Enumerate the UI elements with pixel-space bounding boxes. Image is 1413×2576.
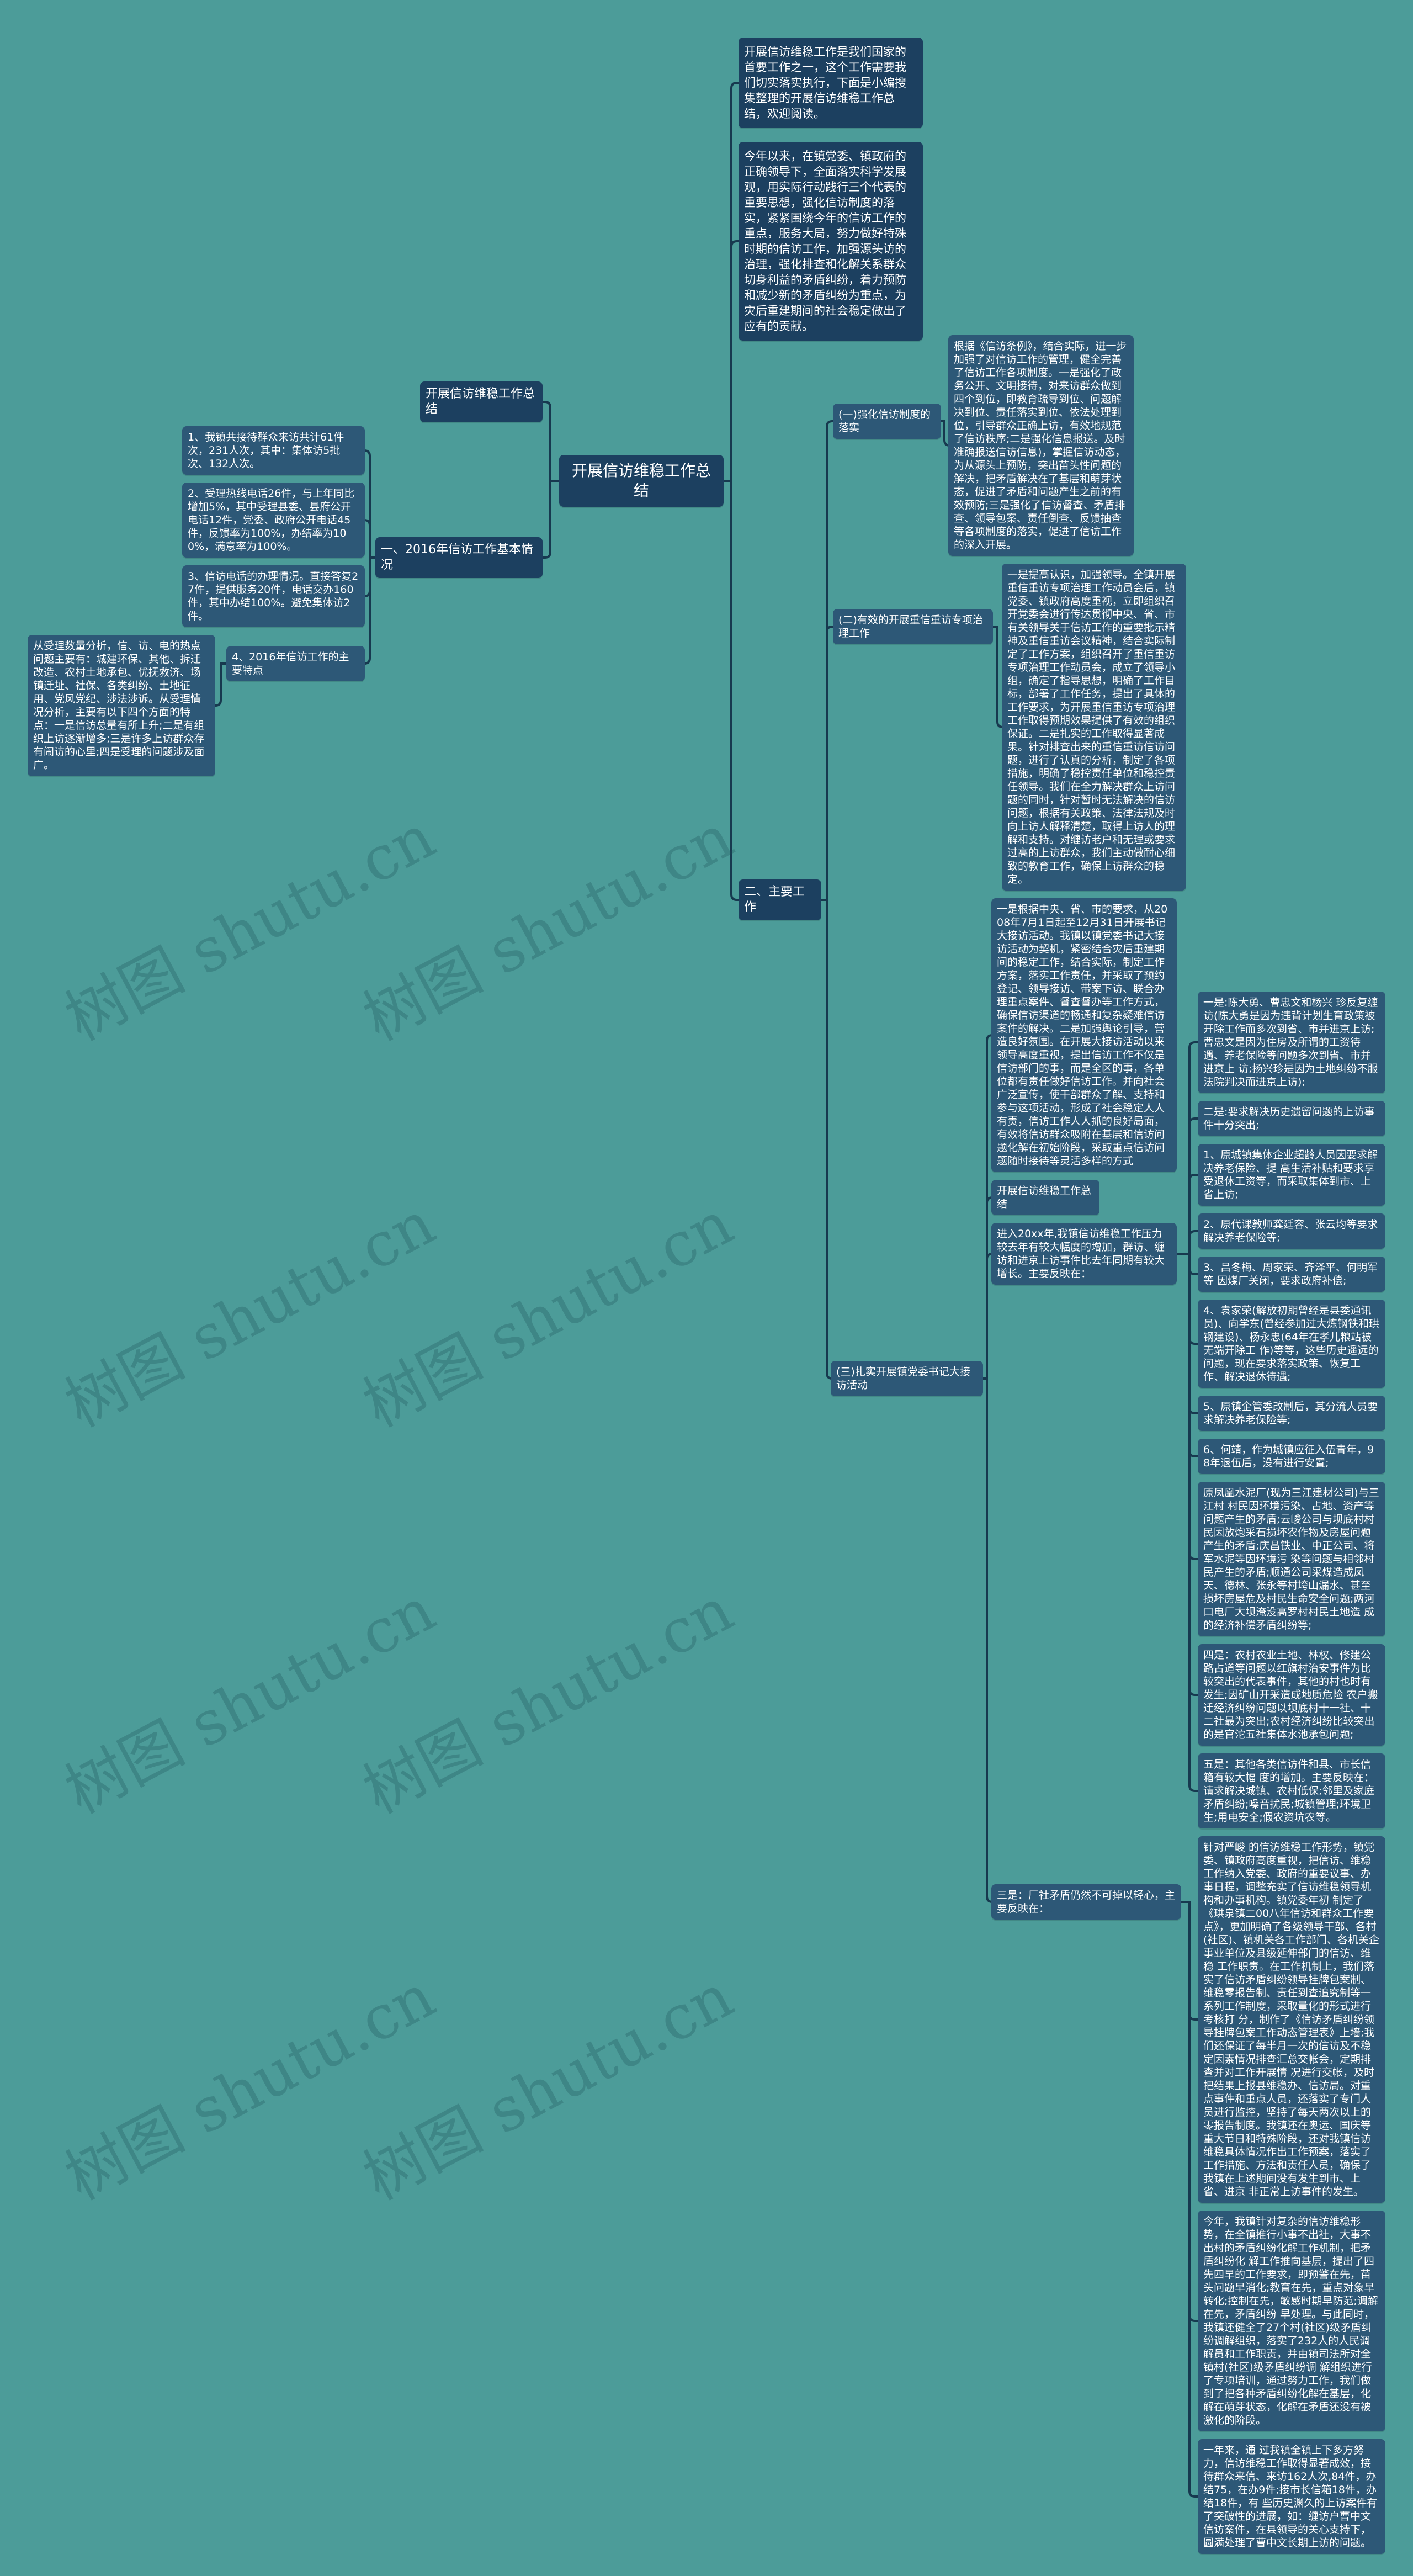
- connector-line: [1177, 1041, 1198, 1255]
- connector-line: [821, 420, 833, 901]
- section-2-node[interactable]: 二、主要工作: [739, 879, 821, 920]
- connector-line: [364, 519, 375, 559]
- connector-line: [724, 240, 739, 482]
- connector-line: [821, 899, 833, 1380]
- connector-line: [1177, 1253, 1198, 1457]
- activity-pressure[interactable]: 进入20xx年,我镇信访维稳工作压力较去年有较大幅度的增加，群访、缠访和进京上访…: [991, 1223, 1177, 1285]
- issue-item[interactable]: 一是:陈大勇、曹忠文和杨兴 珍反复缠访(陈大勇是因为违背计划生育政策被开除工作而…: [1198, 992, 1385, 1093]
- connector-line: [364, 556, 375, 665]
- activity-factory-conflict[interactable]: 三是：厂社矛盾仍然不可掉以轻心，主要反映在：: [991, 1884, 1181, 1920]
- section-1-item-detail[interactable]: 从受理数量分析，信、访、电的热点问题主要有：城建环保、其他、拆迁改造、农村土地承…: [28, 635, 215, 776]
- subsection-detail[interactable]: 一是提高认识，加强领导。全镇开展重信重访专项治理工作动员会后，镇党委、镇政府高度…: [1002, 564, 1186, 891]
- connector-line: [1177, 1253, 1198, 1696]
- watermark: 树图 shutu.cn: [54, 1188, 446, 1441]
- watermark: 树图 shutu.cn: [54, 1960, 446, 2214]
- section-1-item[interactable]: 4、2016年信访工作的主要特点: [226, 646, 365, 681]
- watermark: 树图 shutu.cn: [54, 801, 446, 1054]
- root-node[interactable]: 开展信访维稳工作总结: [559, 455, 724, 507]
- connector-line: [1177, 1253, 1198, 1345]
- connector-line: [1177, 1253, 1198, 1275]
- connector-line: [543, 480, 559, 559]
- connector-line: [1177, 1253, 1198, 1414]
- activity-detail[interactable]: 一是根据中央、省、市的要求，从2008年7月1日起至12月31日开展书记大接访活…: [991, 898, 1177, 1172]
- connector-line: [364, 556, 375, 597]
- intro-node[interactable]: 开展信访维稳工作是我们国家的首要工作之一，这个工作需要我们切实落实执行，下面是小…: [739, 38, 923, 128]
- section-1-item[interactable]: 3、信访电话的办理情况。直接答复27件，提供服务20件，电话交办160件，其中办…: [182, 565, 365, 627]
- connector-line: [1181, 1901, 1198, 2021]
- connector-line: [1177, 1174, 1198, 1255]
- connector-line: [1181, 1901, 1198, 2498]
- subsection-detail[interactable]: 根据《信访条例》，结合实际，进一步加强了对信访工作的管理，健全完善了信访工作各项…: [948, 335, 1134, 556]
- issue-item[interactable]: 二是:要求解决历史遗留问题的上访事件十分突出;: [1198, 1101, 1385, 1136]
- measure-item[interactable]: 针对严峻 的信访维稳工作形势，镇党委、镇政府高度重视，把信访、维稳工作纳入党委、…: [1198, 1836, 1385, 2203]
- subsection-node[interactable]: (三)扎实开展镇党委书记大接访活动: [831, 1361, 983, 1396]
- issue-item[interactable]: 5、原镇企管委改制后，其分流人员要求解决养老保险等;: [1198, 1396, 1385, 1431]
- issue-item[interactable]: 1、原城镇集体企业超龄人员因要求解决养老保险、提 高生活补贴和要求享受退休工资等…: [1198, 1144, 1385, 1206]
- connector-line: [215, 662, 226, 707]
- watermark: 树图 shutu.cn: [352, 1960, 744, 2214]
- connector-line: [1177, 1253, 1198, 1792]
- connector-line: [724, 82, 739, 482]
- activity-title[interactable]: 开展信访维稳工作总结: [991, 1180, 1099, 1215]
- watermark: 树图 shutu.cn: [54, 1574, 446, 1827]
- section-1-node[interactable]: 一、2016年信访工作基本情况: [375, 537, 543, 578]
- watermark: 树图 shutu.cn: [352, 1574, 744, 1827]
- measure-item[interactable]: 一年来，通 过我镇全镇上下多方努力，信访维稳工作取得显著成效，接待群众来信、来访…: [1198, 2439, 1385, 2554]
- connector-line: [724, 480, 739, 901]
- issue-item[interactable]: 原凤凰水泥厂(现为三江建材公司)与三江村 村民因环境污染、占地、资产等问题产生的…: [1198, 1482, 1385, 1636]
- subsection-node[interactable]: (一)强化信访制度的落实: [833, 404, 941, 439]
- issue-item[interactable]: 4、袁家荣(解放初期曾经是县委通讯员)、向学东(曾经参加过大炼钢铁和珙钢建设)、…: [1198, 1300, 1385, 1388]
- watermark: 树图 shutu.cn: [352, 801, 744, 1054]
- section-1-item[interactable]: 2、受理热线电话26件，与上年同比增加5%，其中受理县委、县府公开电话12件，党…: [182, 483, 365, 558]
- measure-item[interactable]: 今年，我镇针对复杂的信访维稳形势，在全镇推行小事不出社，大事不出村的矛盾纠纷化解…: [1198, 2211, 1385, 2431]
- connector-line: [1177, 1253, 1198, 1560]
- connector-line: [364, 449, 375, 559]
- subsection-node[interactable]: (二)有效的开展重信重访专项治理工作: [833, 609, 993, 644]
- connector-line: [1181, 1901, 1198, 2322]
- issue-item[interactable]: 6、何靖，作为城镇应征入伍青年，98年退伍后，没有进行安置;: [1198, 1439, 1385, 1474]
- issue-item[interactable]: 3、吕冬梅、周家荣、齐泽平、何明军等 因煤厂关闭，要求政府补偿;: [1198, 1257, 1385, 1292]
- issue-item[interactable]: 2、原代课教师龚廷容、张云均等要求解决养老保险等;: [1198, 1213, 1385, 1249]
- connector-line: [983, 1196, 993, 1380]
- section-1-item[interactable]: 1、我镇共接待群众来访共计61件次，231人次，其中：集体访5批次、132人次。: [182, 426, 365, 475]
- connector-line: [983, 1377, 993, 1903]
- connector-line: [543, 401, 559, 482]
- issue-item[interactable]: 五是：其他各类信访件和县、市长信箱有较大幅 度的增加。主要反映在：请求解决城镇、…: [1198, 1753, 1385, 1828]
- connector-line: [1177, 1117, 1198, 1255]
- issue-item[interactable]: 四是：农村农业土地、林权、修建公路占道等问题以红旗村治安事件为比较突出的代表事件…: [1198, 1644, 1385, 1746]
- watermark: 树图 shutu.cn: [352, 1188, 744, 1441]
- left-title-node[interactable]: 开展信访维稳工作总结: [420, 381, 543, 422]
- connector-line: [821, 626, 833, 901]
- intro-node[interactable]: 今年以来，在镇党委、镇政府的正确领导下，全面落实科学发展观，用实际行动践行三个代…: [739, 142, 923, 341]
- connector-line: [1177, 1230, 1198, 1255]
